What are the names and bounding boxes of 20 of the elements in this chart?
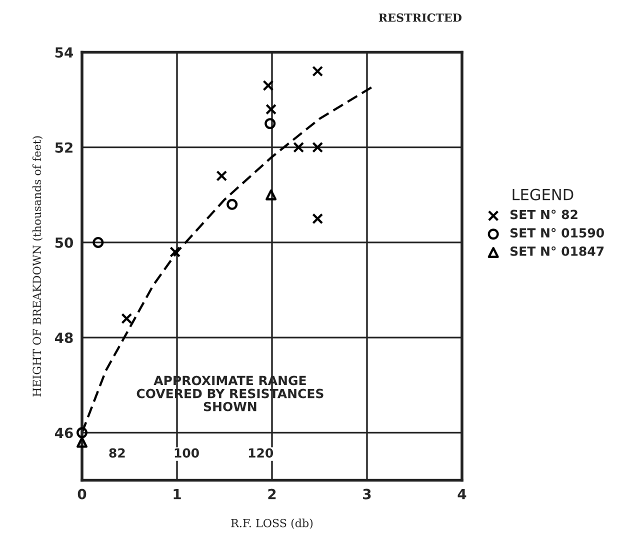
legend-label: SET N° 01847 bbox=[510, 246, 604, 256]
x-tick-label: 0 bbox=[78, 488, 86, 500]
annotation: 82 bbox=[109, 448, 125, 458]
x-tick-label: 1 bbox=[174, 488, 181, 500]
legend-label: SET N° 01590 bbox=[510, 228, 604, 238]
y-tick-label: 46 bbox=[54, 428, 73, 438]
x-tick-label: 3 bbox=[363, 488, 371, 500]
y-tick-label: 54 bbox=[55, 47, 74, 58]
y-tick-label: 48 bbox=[54, 332, 73, 344]
legend-label: SET N° 82 bbox=[510, 210, 578, 220]
legend-title: LEGEND bbox=[512, 188, 574, 200]
x-tick-label: 4 bbox=[458, 488, 466, 500]
x-axis-title: R.F. LOSS (db) bbox=[231, 518, 313, 529]
annotation: 100 bbox=[174, 448, 199, 458]
x-tick-label: 2 bbox=[268, 488, 276, 500]
y-tick-label: 50 bbox=[55, 237, 74, 248]
annotation: 120 bbox=[248, 448, 274, 458]
y-axis-title: HEIGHT OF BREAKDOWN (thousands of feet) bbox=[32, 136, 43, 396]
chart-title: RESTRICTED bbox=[378, 13, 462, 22]
y-tick-label: 52 bbox=[55, 142, 72, 153]
